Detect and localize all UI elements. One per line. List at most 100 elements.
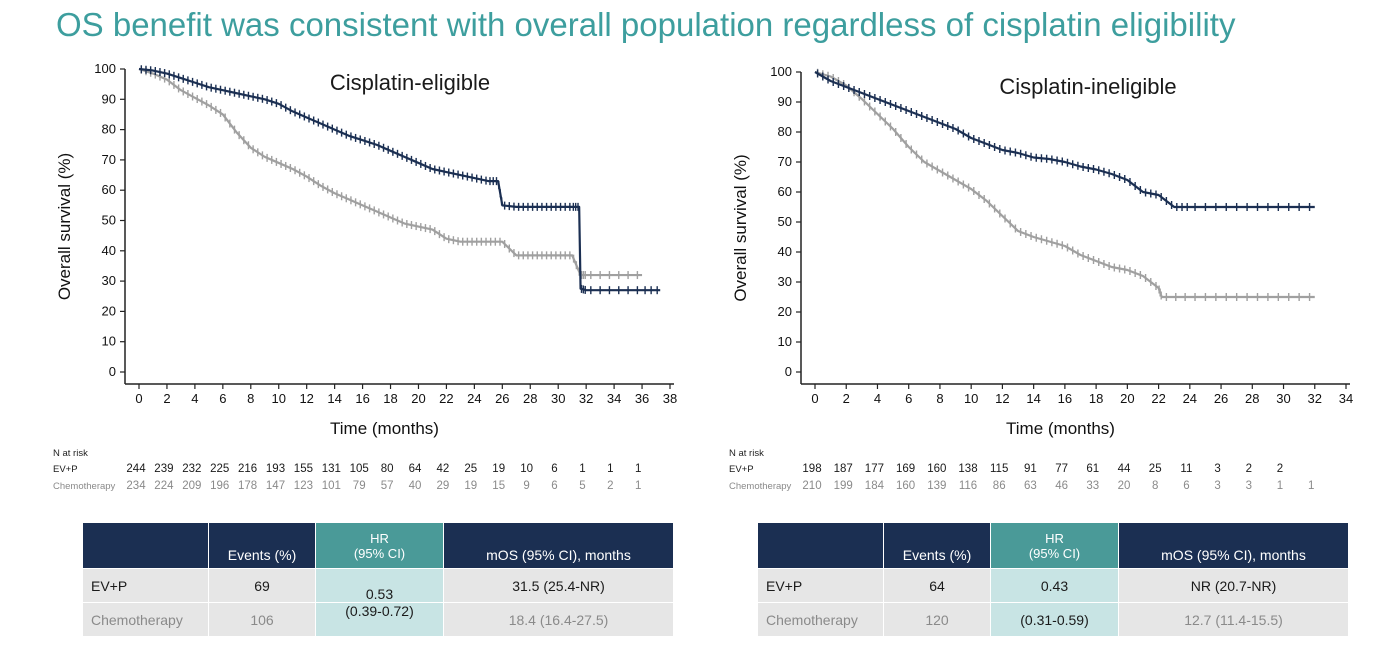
summary-table-cisplatin-ineligible: Events (%) HR (95% CI) mOS (95% CI), mont…	[757, 522, 1349, 637]
y-tick-label: 100	[94, 61, 116, 76]
at-risk-value: 63	[1024, 480, 1037, 492]
at-risk-value: 20	[1118, 480, 1131, 492]
at-risk-value: 25	[464, 463, 477, 475]
x-tick-label: 18	[383, 391, 397, 406]
events-ev-p: 69	[208, 568, 316, 603]
at-risk-value: 19	[464, 480, 477, 492]
x-tick-label: 6	[219, 391, 226, 406]
at-risk-header: N at risk	[729, 448, 764, 459]
at-risk-value: 234	[126, 480, 146, 492]
hr-header-line1: HR	[1045, 530, 1064, 546]
at-risk-value: 123	[294, 480, 313, 492]
at-risk-value: 2	[1277, 463, 1283, 475]
x-tick-label: 34	[607, 391, 621, 406]
y-tick-label: 50	[102, 213, 116, 228]
at-risk-value: 25	[1149, 463, 1162, 475]
table-header-hr: HR (95% CI)	[315, 522, 444, 569]
summary-table-cisplatin-eligible: Events (%) HR (95% CI) mOS (95% CI), mont…	[82, 522, 674, 637]
at-risk-value: 15	[492, 480, 505, 492]
at-risk-value: 9	[523, 480, 529, 492]
table-header-blank	[82, 522, 209, 569]
y-tick-label: 0	[785, 364, 792, 379]
at-risk-value: 19	[492, 463, 505, 475]
panel-cisplatin-eligible: 0 10 20 30 40 50 60 70 80 90 100 0 2 4 6 8 10 12 14 16 18 20 2…	[20, 56, 680, 656]
at-risk-value: 131	[322, 463, 341, 475]
at-risk-value: 160	[927, 463, 946, 475]
x-tick-label: 30	[1276, 391, 1290, 406]
y-tick-label: 80	[102, 122, 116, 137]
x-tick-label: 28	[523, 391, 537, 406]
at-risk-value: 1	[1277, 480, 1283, 492]
table-header-events: Events (%)	[883, 522, 991, 569]
at-risk-value: 178	[238, 480, 257, 492]
at-risk-value: 1	[579, 463, 585, 475]
y-tick-label: 80	[778, 124, 792, 139]
x-tick-label: 2	[163, 391, 170, 406]
chart-title: Cisplatin-eligible	[330, 70, 490, 95]
x-tick-label: 24	[1183, 391, 1197, 406]
at-risk-value: 2	[607, 480, 613, 492]
y-tick-label: 70	[778, 154, 792, 169]
at-risk-value: 177	[865, 463, 884, 475]
at-risk-value: 224	[154, 480, 174, 492]
x-tick-label: 22	[439, 391, 453, 406]
series-line-ev-p	[138, 67, 661, 292]
at-risk-value: 209	[182, 480, 201, 492]
at-risk-value: 2	[1246, 463, 1252, 475]
at-risk-value: 44	[1118, 463, 1131, 475]
at-risk-label: EV+P	[729, 464, 754, 475]
at-risk-value: 184	[865, 480, 885, 492]
at-risk-value: 8	[1152, 480, 1158, 492]
at-risk-value: 6	[551, 480, 557, 492]
at-risk-value: 232	[182, 463, 201, 475]
at-risk-value: 3	[1246, 480, 1252, 492]
x-tick-label: 26	[495, 391, 509, 406]
series-line-chemotherapy	[138, 67, 643, 277]
row-label-chemotherapy: Chemotherapy	[82, 602, 209, 637]
at-risk-value: 46	[1055, 480, 1068, 492]
y-tick-label: 50	[778, 214, 792, 229]
x-tick-label: 20	[411, 391, 425, 406]
at-risk-value: 6	[1183, 480, 1189, 492]
x-tick-label: 2	[843, 391, 850, 406]
table-header-hr: HR (95% CI)	[990, 522, 1119, 569]
x-tick-label: 26	[1214, 391, 1228, 406]
at-risk-value: 193	[266, 463, 285, 475]
at-risk-value: 3	[1214, 463, 1220, 475]
x-tick-label: 38	[663, 391, 677, 406]
at-risk-value: 160	[896, 480, 915, 492]
censor-marks-chemotherapy	[816, 68, 1311, 301]
table-row: EV+P 69 0.53 31.5 (25.4-NR)	[82, 568, 674, 603]
at-risk-value: 6	[551, 463, 557, 475]
y-axis-label: Overall survival (%)	[731, 154, 750, 301]
table-header-mos: mOS (95% CI), months	[443, 522, 674, 569]
x-tick-label: 24	[467, 391, 481, 406]
x-tick-label: 18	[1089, 391, 1103, 406]
at-risk-value: 29	[437, 480, 450, 492]
at-risk-value: 33	[1086, 480, 1099, 492]
row-label-ev-p: EV+P	[82, 568, 209, 603]
y-tick-label: 90	[102, 91, 116, 106]
at-risk-value: 1	[607, 463, 613, 475]
at-risk-value: 42	[437, 463, 450, 475]
x-axis-label: Time (months)	[330, 419, 439, 438]
x-tick-label: 28	[1245, 391, 1259, 406]
x-tick-label: 30	[551, 391, 565, 406]
x-tick-label: 8	[247, 391, 254, 406]
at-risk-value: 225	[210, 463, 229, 475]
hr-ci: (0.31-0.59)	[990, 602, 1119, 637]
mos-chemotherapy: 12.7 (11.4-15.5)	[1118, 602, 1349, 637]
at-risk-value: 3	[1214, 480, 1220, 492]
row-label-ev-p: EV+P	[757, 568, 884, 603]
at-risk-value: 57	[381, 480, 394, 492]
at-risk-value: 1	[1308, 480, 1314, 492]
x-tick-label: 6	[905, 391, 912, 406]
slide-title: OS benefit was consistent with overall p…	[56, 6, 1236, 43]
hr-value: 0.43	[990, 568, 1119, 603]
events-ev-p: 64	[883, 568, 991, 603]
y-tick-label: 30	[778, 274, 792, 289]
at-risk-value: 210	[802, 480, 821, 492]
x-tick-label: 0	[811, 391, 818, 406]
